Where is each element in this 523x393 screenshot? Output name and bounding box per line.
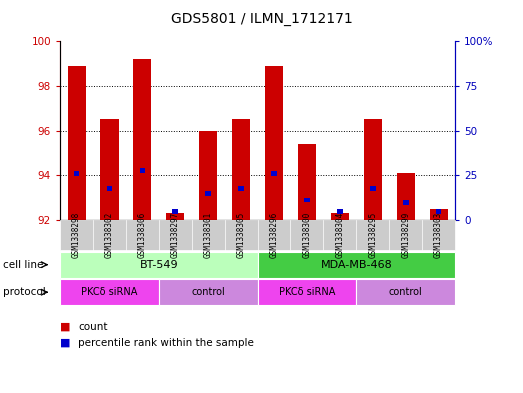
Text: GSM1338304: GSM1338304	[335, 212, 344, 258]
Text: MDA-MB-468: MDA-MB-468	[321, 260, 392, 270]
Bar	[429, 209, 448, 220]
Text: BT-549: BT-549	[140, 260, 178, 270]
Bar	[396, 173, 415, 220]
Bar	[331, 213, 349, 220]
Text: PKCδ siRNA: PKCδ siRNA	[279, 287, 335, 297]
Text: protocol: protocol	[3, 287, 46, 297]
Bar	[166, 213, 185, 220]
Text: GSM1338295: GSM1338295	[368, 212, 377, 258]
Bar	[232, 119, 250, 220]
Bar	[238, 186, 244, 191]
Text: count: count	[78, 322, 108, 332]
Bar	[265, 66, 283, 220]
Text: ■: ■	[60, 322, 71, 332]
Bar	[337, 209, 343, 214]
Bar	[74, 171, 79, 176]
Text: GSM1338303: GSM1338303	[434, 212, 443, 258]
Text: GSM1338306: GSM1338306	[138, 212, 147, 258]
Text: GSM1338302: GSM1338302	[105, 212, 114, 258]
Bar	[140, 169, 145, 173]
Text: GDS5801 / ILMN_1712171: GDS5801 / ILMN_1712171	[170, 12, 353, 26]
Text: ■: ■	[60, 338, 71, 348]
Text: GSM1338296: GSM1338296	[269, 212, 279, 258]
Text: cell line: cell line	[3, 260, 43, 270]
Bar	[403, 200, 408, 205]
Text: GSM1338299: GSM1338299	[401, 212, 410, 258]
Text: control: control	[191, 287, 225, 297]
Text: percentile rank within the sample: percentile rank within the sample	[78, 338, 254, 348]
Text: PKCδ siRNA: PKCδ siRNA	[81, 287, 138, 297]
Bar	[271, 171, 277, 176]
Text: GSM1338297: GSM1338297	[171, 212, 180, 258]
Bar	[436, 209, 441, 214]
Text: GSM1338298: GSM1338298	[72, 212, 81, 258]
Bar	[67, 66, 86, 220]
Bar	[100, 119, 119, 220]
Bar	[133, 59, 152, 220]
Bar	[199, 130, 217, 220]
Bar	[370, 186, 376, 191]
Text: GSM1338301: GSM1338301	[204, 212, 213, 258]
Bar	[363, 119, 382, 220]
Text: GSM1338305: GSM1338305	[236, 212, 246, 258]
Bar	[206, 191, 211, 196]
Bar	[298, 144, 316, 220]
Bar	[304, 198, 310, 202]
Text: control: control	[389, 287, 423, 297]
Text: GSM1338300: GSM1338300	[302, 212, 311, 258]
Bar	[173, 209, 178, 214]
Bar	[107, 186, 112, 191]
